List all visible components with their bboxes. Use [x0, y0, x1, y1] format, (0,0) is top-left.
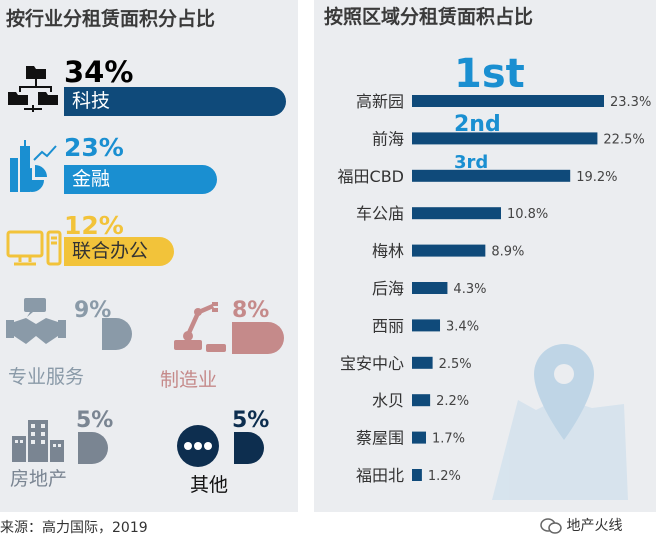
value-label: 23.3% — [610, 95, 651, 110]
other-label: 其他 — [190, 474, 229, 496]
other-bar — [234, 432, 264, 464]
category-label: 福田北 — [356, 466, 404, 485]
industry-title: 按行业分租赁面积分占比 — [6, 8, 216, 30]
bar — [412, 431, 427, 444]
professional-services-label: 专业服务 — [8, 366, 85, 388]
handshake-icon — [6, 298, 66, 344]
rank-label: 2nd — [454, 112, 501, 137]
coworking-bar: 联合办公 — [64, 237, 174, 266]
manufacturing-percent: 8% — [232, 298, 270, 323]
tech-bar: 科技 — [64, 87, 286, 116]
org-chart-icon — [8, 66, 58, 112]
coworking-percent: 12% — [64, 211, 124, 240]
category-label: 高新园 — [356, 92, 404, 111]
real-estate-bar — [78, 432, 108, 464]
value-label: 4.3% — [453, 282, 486, 297]
category-label: 宝安中心 — [340, 354, 404, 373]
bar — [412, 132, 598, 145]
building-icon — [12, 420, 64, 462]
category-label: 西丽 — [372, 316, 404, 335]
desktop-computer-icon — [6, 230, 62, 266]
value-label: 2.5% — [439, 357, 472, 372]
real-estate-percent: 5% — [76, 408, 114, 433]
manufacturing-label: 制造业 — [160, 369, 218, 391]
tech-percent: 34% — [64, 55, 134, 89]
source-note: 来源：高力国际，2019 — [0, 520, 148, 536]
value-label: 1.2% — [428, 469, 461, 484]
category-label: 后海 — [372, 279, 404, 298]
industry-panel: 按行业分租赁面积分占比 34% 科技 23% 金融 — [0, 0, 298, 512]
category-label: 车公庙 — [356, 204, 404, 223]
bar — [412, 169, 571, 182]
category-label: 水贝 — [372, 391, 404, 410]
city-chart-icon — [10, 140, 57, 192]
bar — [412, 469, 422, 481]
finance-percent: 23% — [64, 133, 124, 162]
coworking-label: 联合办公 — [72, 240, 149, 262]
rank-label: 3rd — [454, 152, 488, 173]
value-label: 2.2% — [436, 394, 469, 409]
robot-arm-icon — [174, 302, 226, 352]
watermark-text: 地产火线 — [566, 518, 623, 534]
other-percent: 5% — [232, 408, 270, 433]
value-label: 1.7% — [432, 432, 465, 447]
bar — [412, 282, 448, 294]
finance-bar: 金融 — [64, 165, 217, 194]
rank-label: 1st — [454, 51, 525, 97]
map-pin-icon — [492, 344, 628, 500]
value-label: 8.9% — [491, 245, 524, 260]
value-label: 3.4% — [446, 319, 479, 334]
value-label: 10.8% — [507, 207, 548, 222]
value-label: 22.5% — [603, 132, 644, 147]
category-label: 梅林 — [372, 242, 404, 261]
watermark: 地产火线 — [540, 515, 622, 535]
region-chart-title: 按照区域分租赁面积占比 — [324, 5, 533, 28]
category-label: 福田CBD — [338, 167, 404, 186]
bar — [412, 207, 501, 220]
bar — [412, 244, 486, 257]
bar — [412, 394, 431, 407]
manufacturing-bar — [232, 322, 284, 354]
ellipsis-circle-icon — [177, 425, 219, 467]
finance-label: 金融 — [72, 168, 111, 190]
professional-services-bar — [102, 318, 132, 350]
bar — [412, 319, 441, 332]
category-label: 蔡屋围 — [356, 429, 404, 448]
bar — [412, 95, 604, 107]
value-label: 19.2% — [576, 170, 617, 185]
real-estate-label: 房地产 — [10, 468, 68, 490]
region-bar-chart: 按照区域分租赁面积占比 高新园 23.3% 前海 22.5% 福田CBD 19.2% 车公庙… — [324, 5, 651, 500]
category-label: 前海 — [372, 129, 404, 148]
tech-label: 科技 — [72, 90, 111, 112]
bar — [412, 356, 433, 369]
wechat-icon — [540, 518, 562, 534]
